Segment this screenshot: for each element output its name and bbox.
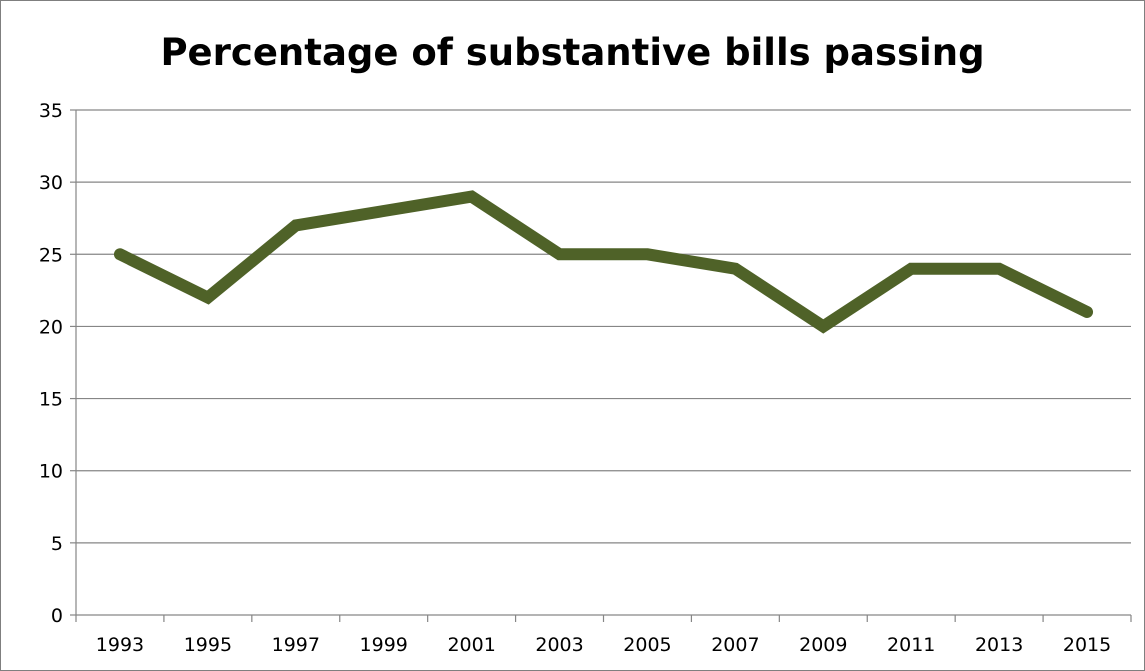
- data-point-2011: [910, 268, 912, 270]
- data-point-1999: [383, 210, 385, 212]
- x-tick-label-1993: 1993: [96, 634, 144, 656]
- x-tick-label-2011: 2011: [887, 634, 935, 656]
- data-point-2003: [559, 253, 561, 255]
- data-point-2013: [998, 268, 1000, 270]
- data-point-2009: [822, 325, 824, 327]
- y-tick-label-5: 5: [51, 533, 63, 555]
- data-point-2001: [471, 196, 473, 198]
- y-tick-label-0: 0: [51, 605, 63, 627]
- y-tick-label-35: 35: [39, 100, 63, 122]
- x-tick-label-2013: 2013: [975, 634, 1023, 656]
- x-tick-label-1997: 1997: [272, 634, 320, 656]
- y-tick-label-30: 30: [39, 172, 63, 194]
- x-tick-label-2007: 2007: [711, 634, 759, 656]
- x-tick-label-2015: 2015: [1063, 634, 1111, 656]
- x-tick-label-1995: 1995: [184, 634, 232, 656]
- x-tick-label-2003: 2003: [535, 634, 583, 656]
- y-tick-label-10: 10: [39, 461, 63, 483]
- x-tick-label-2005: 2005: [623, 634, 671, 656]
- y-tick-label-25: 25: [39, 244, 63, 266]
- data-point-1993: [119, 253, 121, 255]
- x-tick-label-2009: 2009: [799, 634, 847, 656]
- y-tick-label-15: 15: [39, 389, 63, 411]
- chart-title: Percentage of substantive bills passing: [160, 31, 985, 74]
- data-point-2005: [646, 253, 648, 255]
- data-point-1997: [295, 224, 297, 226]
- data-point-1995: [207, 297, 209, 299]
- data-point-2007: [734, 268, 736, 270]
- data-point-2015: [1086, 311, 1088, 313]
- x-tick-label-2001: 2001: [447, 634, 495, 656]
- y-tick-label-20: 20: [39, 316, 63, 338]
- x-tick-label-1999: 1999: [360, 634, 408, 656]
- series-line-0: [113, 190, 1094, 334]
